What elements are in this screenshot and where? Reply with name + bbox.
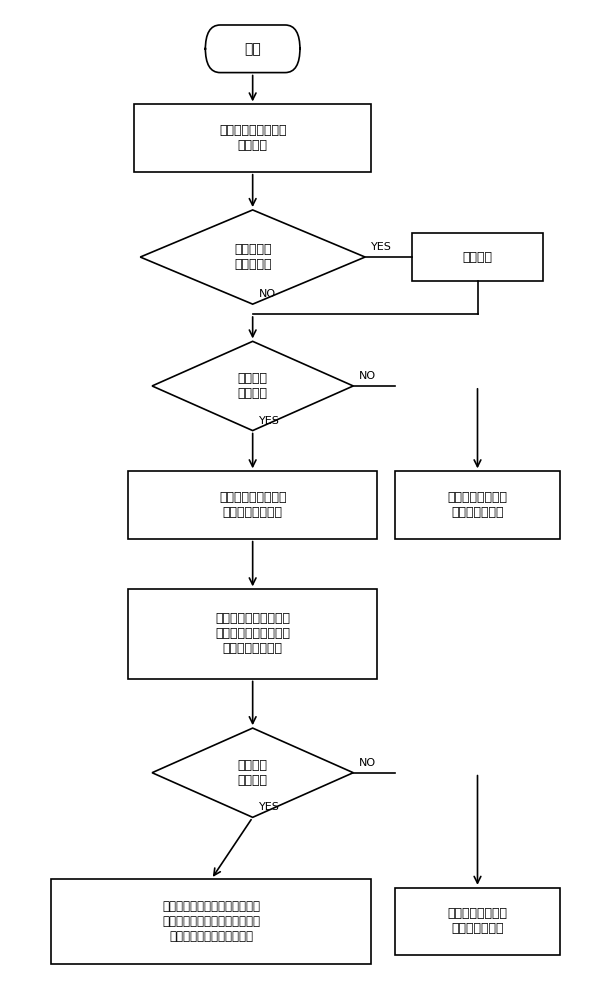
Text: 网络地图
是否缩放: 网络地图 是否缩放 xyxy=(238,372,268,400)
Text: YES: YES xyxy=(371,242,392,252)
Text: 是否存在
相互冲突: 是否存在 相互冲突 xyxy=(238,759,268,787)
Text: 继承当前显示界面
的空气质量信息: 继承当前显示界面 的空气质量信息 xyxy=(448,907,508,935)
Bar xyxy=(52,879,371,964)
Text: 第一优先标记的空气质
量信息与其余空气质量
信息进行碰撞测试: 第一优先标记的空气质 量信息与其余空气质量 信息进行碰撞测试 xyxy=(215,612,290,655)
Text: 继承当前显示界面
的空气质量信息: 继承当前显示界面 的空气质量信息 xyxy=(448,491,508,519)
FancyBboxPatch shape xyxy=(205,25,300,73)
Text: 收到点击网络地图的
点击操作: 收到点击网络地图的 点击操作 xyxy=(219,124,286,152)
Bar xyxy=(128,471,377,539)
Text: NO: NO xyxy=(359,371,376,381)
Text: NO: NO xyxy=(359,758,376,768)
Polygon shape xyxy=(152,341,353,431)
Bar xyxy=(134,104,371,172)
Bar xyxy=(128,589,377,678)
Text: YES: YES xyxy=(259,802,280,812)
Text: NO: NO xyxy=(259,289,276,299)
Bar xyxy=(395,471,560,539)
Polygon shape xyxy=(152,728,353,817)
Polygon shape xyxy=(140,210,365,304)
Text: 检测是否有
更新的数据: 检测是否有 更新的数据 xyxy=(234,243,271,271)
Bar xyxy=(395,888,560,955)
Text: 更新数据: 更新数据 xyxy=(463,251,493,264)
Text: 将空气质量信息依据
优先标记顺序排序: 将空气质量信息依据 优先标记顺序排序 xyxy=(219,491,286,519)
Text: 开始: 开始 xyxy=(244,42,261,56)
Text: YES: YES xyxy=(259,416,280,426)
Text: 加载显示带有第一优先标记的空
气质量信息，其他空气质量信息
按照优先级排序后生成列表: 加载显示带有第一优先标记的空 气质量信息，其他空气质量信息 按照优先级排序后生成… xyxy=(162,900,260,943)
Bar xyxy=(412,233,542,281)
